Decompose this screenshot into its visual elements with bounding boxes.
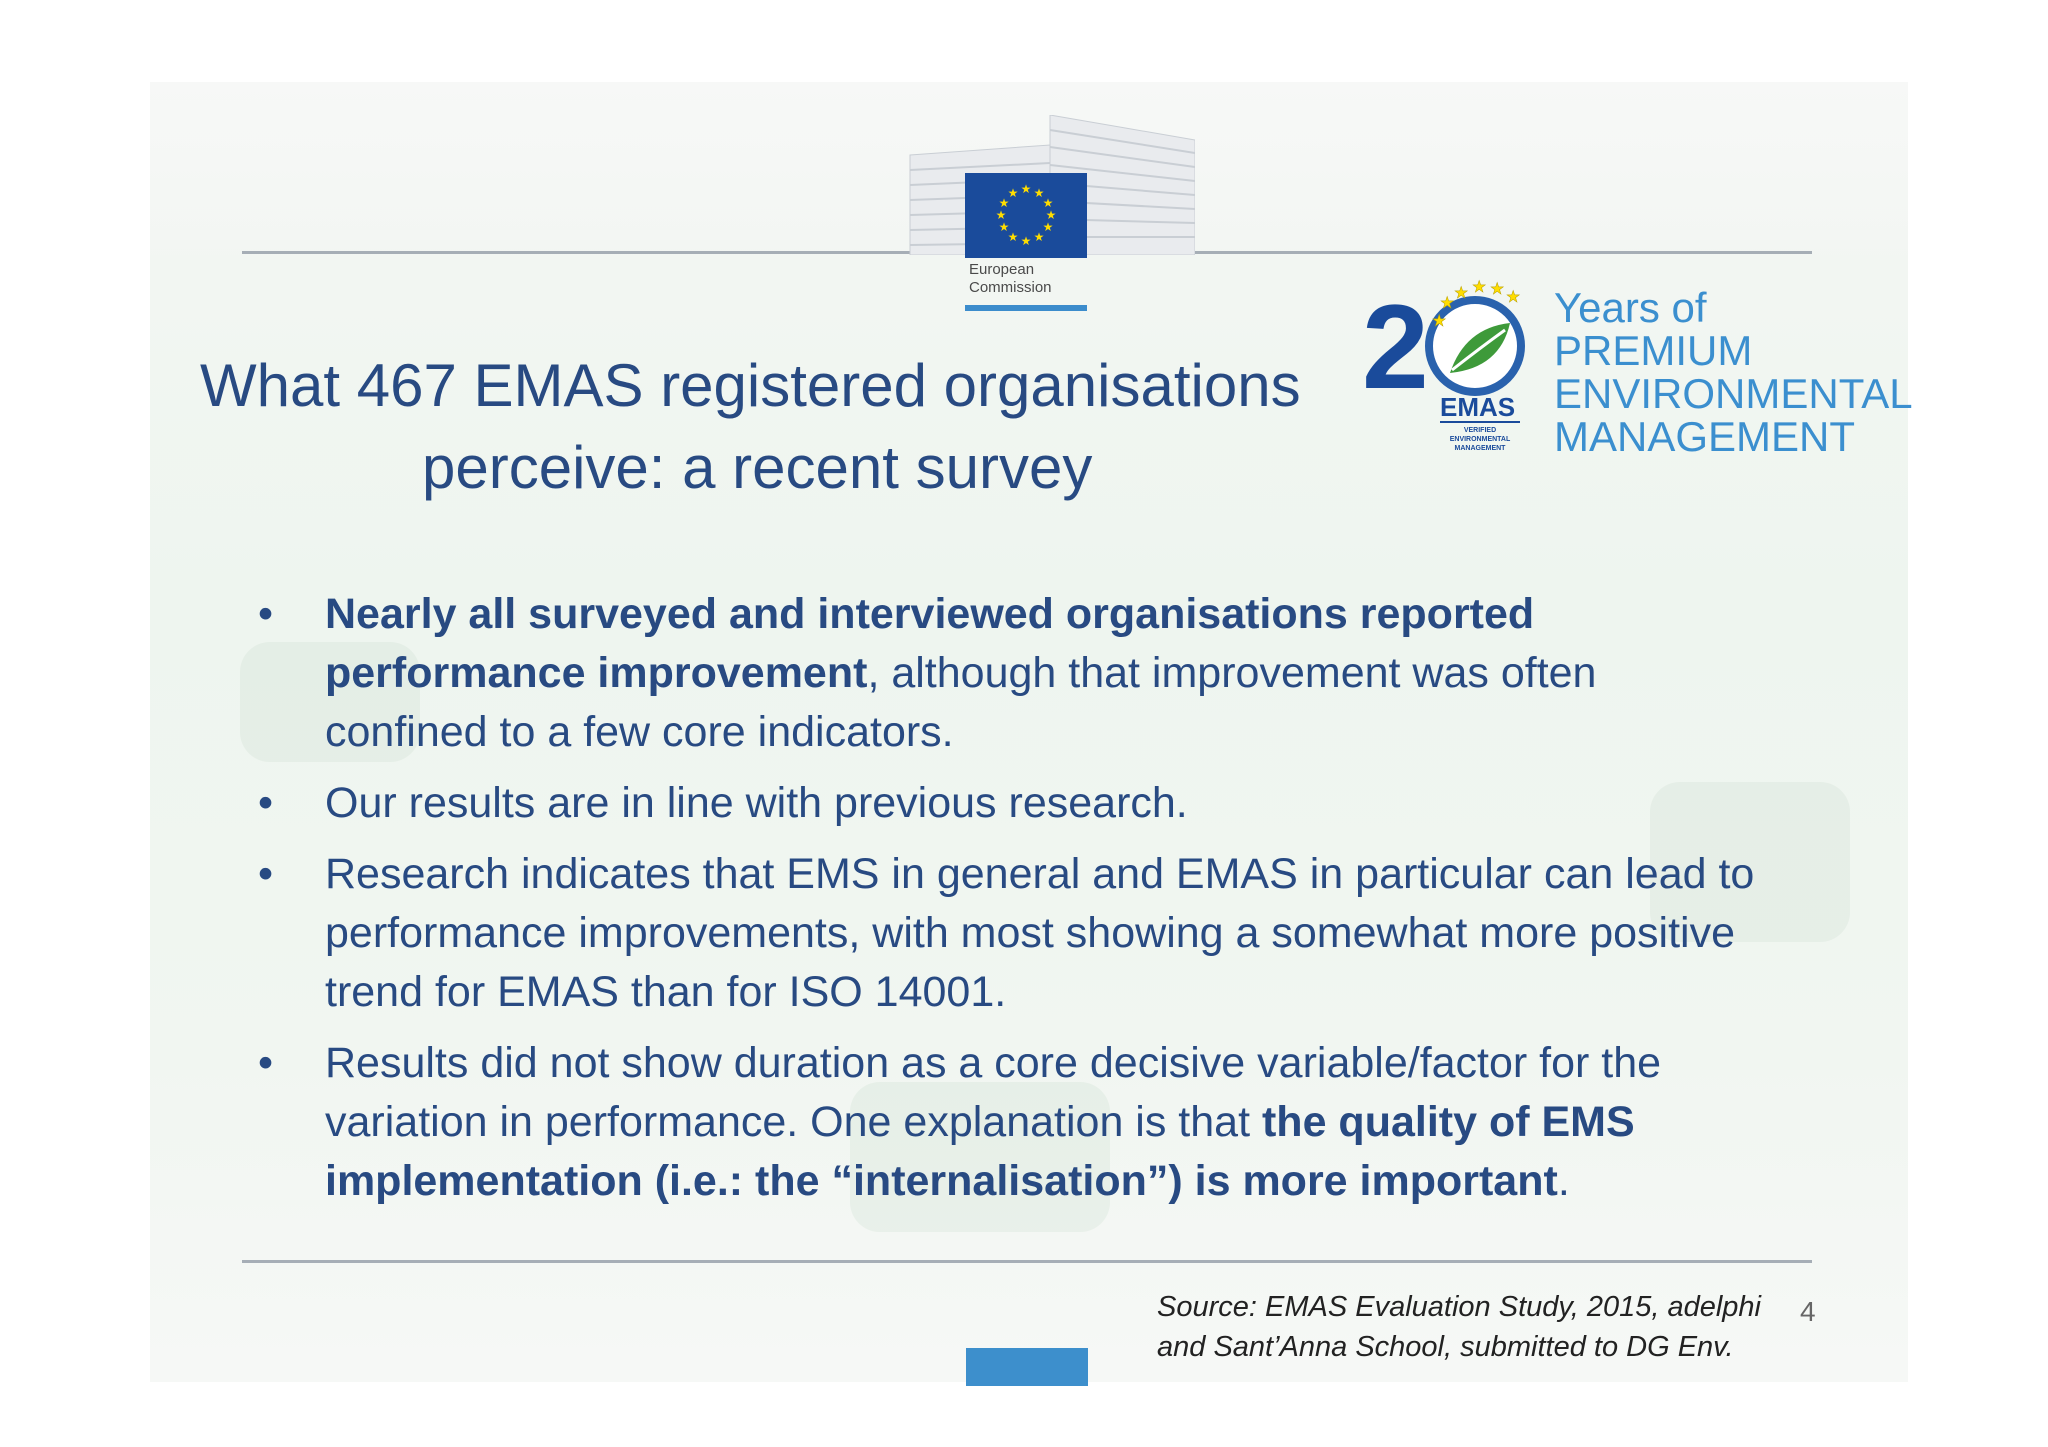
svg-text:★: ★	[1454, 283, 1468, 302]
svg-text:★: ★	[1432, 311, 1446, 330]
svg-text:ENVIRONMENTAL: ENVIRONMENTAL	[1450, 436, 1511, 443]
svg-text:★: ★	[1043, 196, 1054, 210]
bullet-text: Our results are in line with previous re…	[325, 779, 1188, 827]
bullet-text: Results did not show duration as a core …	[325, 1039, 1662, 1146]
svg-text:★: ★	[996, 208, 1007, 222]
svg-text:★: ★	[1034, 230, 1045, 244]
source-citation: Source: EMAS Evaluation Study, 2015, ade…	[1157, 1287, 1797, 1367]
slide-background	[150, 82, 1908, 1382]
svg-text:2: 2	[1362, 280, 1429, 414]
bullet-item: • Our results are in line with previous …	[245, 774, 1765, 833]
european-commission-label: European Commission	[969, 261, 1052, 296]
bullet-text: , although that improvement was often co…	[325, 649, 1597, 756]
bullet-text: Research indicates that EMS in general a…	[325, 850, 1755, 1016]
page-number: 4	[1800, 1296, 1816, 1327]
svg-text:★: ★	[999, 196, 1010, 210]
bullet-marker: •	[258, 1039, 274, 1087]
footer-accent-bar	[966, 1348, 1088, 1386]
svg-text:★: ★	[1043, 220, 1054, 234]
svg-text:★: ★	[1506, 287, 1520, 306]
svg-text:★: ★	[1008, 230, 1019, 244]
svg-text:★: ★	[1008, 186, 1019, 200]
svg-text:★: ★	[1021, 234, 1032, 248]
bullet-bold-text: the quality of EMS implementation (i.e.:…	[325, 1098, 1635, 1205]
emas-years-tagline: Years of PREMIUM ENVIRONMENTAL MANAGEMEN…	[1554, 284, 1913, 460]
background-texture	[1650, 782, 1850, 942]
bullet-text: .	[1557, 1157, 1570, 1205]
svg-text:★: ★	[999, 220, 1010, 234]
title-line-1: What 467 EMAS registered organisations	[200, 352, 1301, 419]
svg-text:★: ★	[1440, 293, 1454, 312]
background-texture	[850, 1082, 1110, 1232]
bullet-item: • Research indicates that EMS in general…	[245, 845, 1765, 1022]
emas-20-years-logo: 2 ★ ★ ★ ★ ★ ★ EMAS VERIFIED ENVIRONMENTAL MA…	[1360, 278, 1913, 458]
logo-accent-bar	[965, 305, 1087, 311]
bullet-bold-text: Nearly all surveyed and interviewed orga…	[325, 590, 1535, 697]
svg-text:★: ★	[1034, 186, 1045, 200]
eu-flag-icon: ★ ★ ★ ★ ★ ★ ★ ★ ★ ★ ★ ★	[965, 173, 1087, 258]
source-line-1: Source: EMAS Evaluation Study, 2015, ade…	[1157, 1291, 1762, 1323]
bullet-marker: •	[258, 850, 274, 898]
svg-text:★: ★	[1021, 182, 1032, 196]
slide-title: What 467 EMAS registered organisations p…	[200, 345, 1380, 509]
bullet-item: • Nearly all surveyed and interviewed or…	[245, 585, 1765, 762]
svg-text:★: ★	[1490, 279, 1504, 298]
bottom-divider	[242, 1260, 1812, 1263]
background-texture	[240, 642, 420, 762]
source-line-2: and Sant’Anna School, submitted to DG En…	[1157, 1331, 1734, 1363]
european-commission-logo: ★ ★ ★ ★ ★ ★ ★ ★ ★ ★ ★ ★ European Commission	[905, 115, 1195, 330]
bullet-item: • Results did not show duration as a cor…	[245, 1034, 1765, 1211]
svg-text:VERIFIED: VERIFIED	[1464, 427, 1496, 434]
bullet-marker: •	[258, 590, 274, 638]
bullet-marker: •	[258, 779, 274, 827]
emas-logo-icon: 2 ★ ★ ★ ★★★ EMAS VERIFIED ENVIRONMENTAL MA…	[1362, 278, 1525, 452]
svg-text:★: ★	[1046, 208, 1057, 222]
svg-text:EMAS: EMAS	[1440, 392, 1515, 422]
title-line-2: perceive: a recent survey	[422, 434, 1093, 501]
svg-text:★: ★	[1472, 278, 1486, 296]
svg-text:MANAGEMENT: MANAGEMENT	[1455, 445, 1507, 452]
bullet-list: • Nearly all surveyed and interviewed or…	[245, 585, 1765, 1223]
